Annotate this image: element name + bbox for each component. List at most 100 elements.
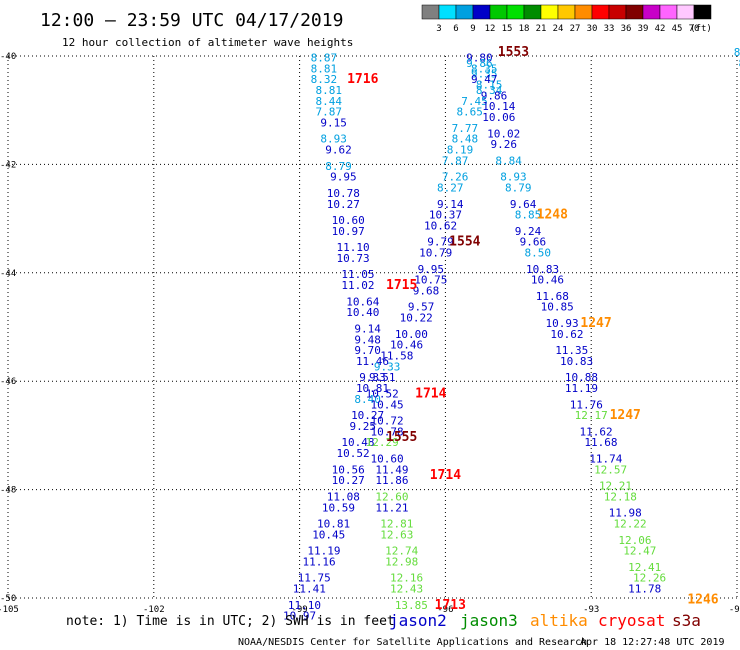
wave-height-value: 11.78 <box>628 583 661 596</box>
wave-height-value: 8.81 <box>316 84 343 97</box>
wave-height-value: 9.14 <box>437 198 464 211</box>
wave-height-value: 10.27 <box>327 198 360 211</box>
wave-height-value: 12.43 <box>390 583 423 596</box>
colorbar-label: 12 <box>485 24 496 34</box>
wave-height-value: 10.62 <box>550 328 583 341</box>
pass-time-label: 1554 <box>449 235 480 250</box>
wave-height-value: 11.68 <box>536 290 569 303</box>
wave-height-value: 10.97 <box>283 610 316 623</box>
colorbar-label: 24 <box>553 24 564 34</box>
x-tick-label: -105 <box>0 605 19 615</box>
wave-height-value: 9.26 <box>490 138 517 151</box>
wave-height-value: 11.16 <box>302 555 335 568</box>
pass-time-label: 1714 <box>415 386 446 401</box>
pass-time-label: 1555 <box>386 430 417 445</box>
x-tick-label: -90 <box>729 605 740 615</box>
pass-time-label: 1715 <box>386 278 417 293</box>
colorbar-swatch <box>625 4 644 20</box>
wave-height-value: 12.47 <box>623 545 656 558</box>
x-tick-label: -102 <box>143 605 165 615</box>
wave-height-value: 8.27 <box>437 182 464 195</box>
wave-height-value: 10.48 <box>341 436 374 449</box>
wave-height-value: 11.41 <box>293 583 326 596</box>
wave-height-value: 11.75 <box>298 572 331 585</box>
wave-height-value: 9.14 <box>354 322 381 335</box>
wave-height-value: 9.25 <box>350 420 377 433</box>
wave-height-value: 8.34 <box>476 84 503 97</box>
colorbar-label: 39 <box>638 24 649 34</box>
legend-jason3: jason3 <box>460 611 518 630</box>
footer-timestamp: Apr 18 12:27:48 UTC 2019 <box>580 637 725 648</box>
wave-height-value: 12.41 <box>628 561 661 574</box>
wave-height-value: 10.59 <box>322 501 355 514</box>
wave-height-value: 7.87 <box>442 154 469 167</box>
wave-height-value: 10.45 <box>312 528 345 541</box>
wave-height-value: 8.93 <box>500 171 527 184</box>
wave-height-value: 9.80 <box>466 51 493 64</box>
pass-time-label: 1713 <box>435 598 466 613</box>
wave-height-value: 10.72 <box>371 415 404 428</box>
colorbar-swatch <box>489 4 508 20</box>
x-tick-label: -93 <box>583 605 599 615</box>
wave-height-value: 9.57 <box>408 301 435 314</box>
colorbar-swatch <box>608 4 627 20</box>
pass-time-label: 1247 <box>580 316 611 331</box>
wave-height-value: 9.66 <box>520 236 547 249</box>
footer-credit: NOAA/NESDIS Center for Satellite Applica… <box>238 637 587 648</box>
wave-height-value: 10.81 <box>356 382 389 395</box>
colorbar-swatch <box>421 4 440 20</box>
wave-height-value: 11.10 <box>288 599 321 612</box>
wave-height-value: 8.65 <box>456 106 483 119</box>
wave-height-value: 8.50 <box>524 247 551 260</box>
wave-height-value: 8.87 <box>311 51 338 64</box>
colorbar-swatch <box>676 4 695 20</box>
wave-height-value: 11.46 <box>356 355 389 368</box>
wave-height-value: 11.19 <box>565 382 598 395</box>
legend-altika: altika <box>530 611 588 630</box>
pass-time-label: 1714 <box>430 468 461 483</box>
wave-height-value: 10.45 <box>371 398 404 411</box>
colorbar-swatch <box>557 4 576 20</box>
colorbar-label: 42 <box>655 24 666 34</box>
x-tick-label: -96 <box>437 605 453 615</box>
colorbar-swatch <box>642 4 661 20</box>
wave-height-value: 11.05 <box>341 268 374 281</box>
y-tick-label: -40 <box>0 52 16 62</box>
pass-time-label: 1248 <box>537 208 568 223</box>
footer-note: note: 1) Time is in UTC; 2) SWH is in fe… <box>66 614 395 629</box>
pass-time-annotations: 1553 1716 1554 1248 1715 1247 1714 1247 1555 1714… <box>347 45 719 613</box>
colorbar-swatch <box>506 4 525 20</box>
x-tick-label: -99 <box>291 605 307 615</box>
wave-height-value: 9.64 <box>510 198 537 211</box>
wave-height-value: 10.75 <box>414 274 447 287</box>
wave-height-value: 8.81 <box>311 62 338 75</box>
wave-height-value: 12.18 <box>604 490 637 503</box>
wave-height-value: 10.60 <box>332 214 365 227</box>
wave-height-value: 10.81 <box>317 518 350 531</box>
colorbar-swatch <box>591 4 610 20</box>
wave-height-value: 12.21 <box>599 480 632 493</box>
wave-height-value: 9.86 <box>481 89 508 102</box>
wave-height-value: 9.86 <box>466 57 493 70</box>
wave-height-value: 7.45 <box>461 95 488 108</box>
wave-height-value: 10.00 <box>395 328 428 341</box>
y-tick-label: -48 <box>0 486 16 496</box>
wave-height-value: 9.33 <box>374 360 401 373</box>
wave-height-value: 9.24 <box>515 225 542 238</box>
wave-height-value: 12.22 <box>614 518 647 531</box>
wave-height-value: 8.44 <box>316 95 343 108</box>
colorbar-swatch <box>659 4 678 20</box>
wave-height-value: 10.93 <box>545 317 578 330</box>
wave-height-value: 8 <box>734 46 740 59</box>
colorbar-label: 6 <box>453 24 458 34</box>
wave-height-value: 10.06 <box>482 111 515 124</box>
wave-height-value: 9.51 <box>369 371 396 384</box>
wave-height-value: 10.78 <box>371 425 404 438</box>
wave-height-value: 12.57 <box>594 463 627 476</box>
wave-height-value: 10.14 <box>482 100 515 113</box>
wave-height-value: 8.35 <box>471 62 498 75</box>
y-tick-label: -50 <box>0 594 16 604</box>
wave-height-value: 12.26 <box>633 572 666 585</box>
